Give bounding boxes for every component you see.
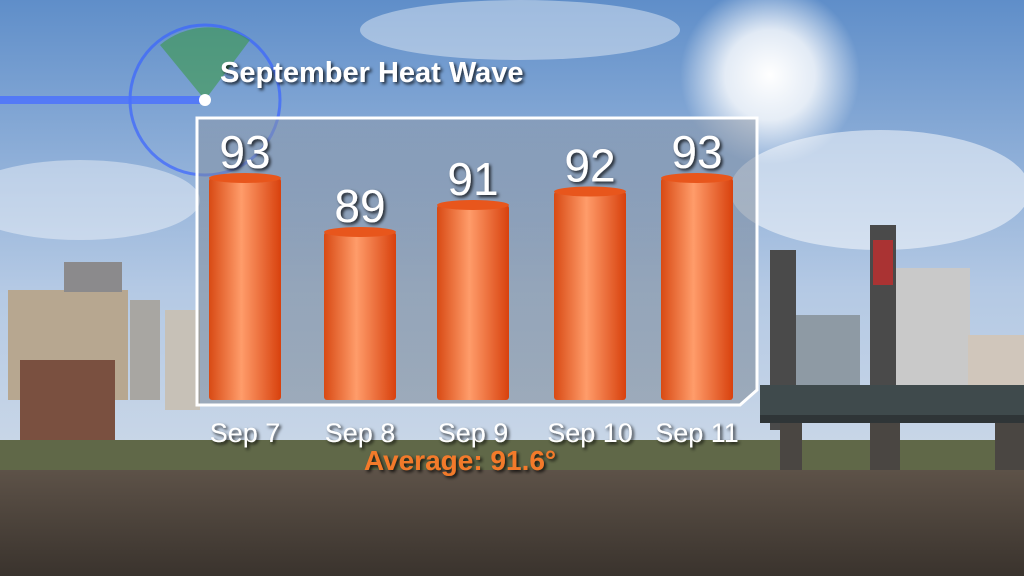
bar-cap [661, 173, 733, 183]
x-tick-label: Sep 8 [325, 418, 396, 448]
value-label: 89 [334, 180, 385, 232]
x-tick-label: Sep 7 [210, 418, 281, 448]
bar-cap [324, 227, 396, 237]
bar [554, 191, 626, 400]
x-tick-label: Sep 9 [438, 418, 509, 448]
chart-title: September Heat Wave [220, 57, 524, 89]
bar [661, 178, 733, 400]
value-label: 93 [671, 126, 722, 178]
bar [437, 205, 509, 400]
value-label: 93 [219, 126, 270, 178]
bar-cap [554, 186, 626, 197]
bar [324, 232, 396, 400]
bar-cap [209, 173, 281, 183]
bar [209, 178, 281, 400]
bar-cap [437, 200, 509, 210]
x-tick-label: Sep 11 [655, 418, 739, 448]
x-tick-label: Sep 10 [547, 418, 633, 448]
annotation: Average: 91.6° [364, 445, 556, 476]
value-label: 91 [447, 153, 498, 205]
value-label: 92 [564, 140, 615, 192]
